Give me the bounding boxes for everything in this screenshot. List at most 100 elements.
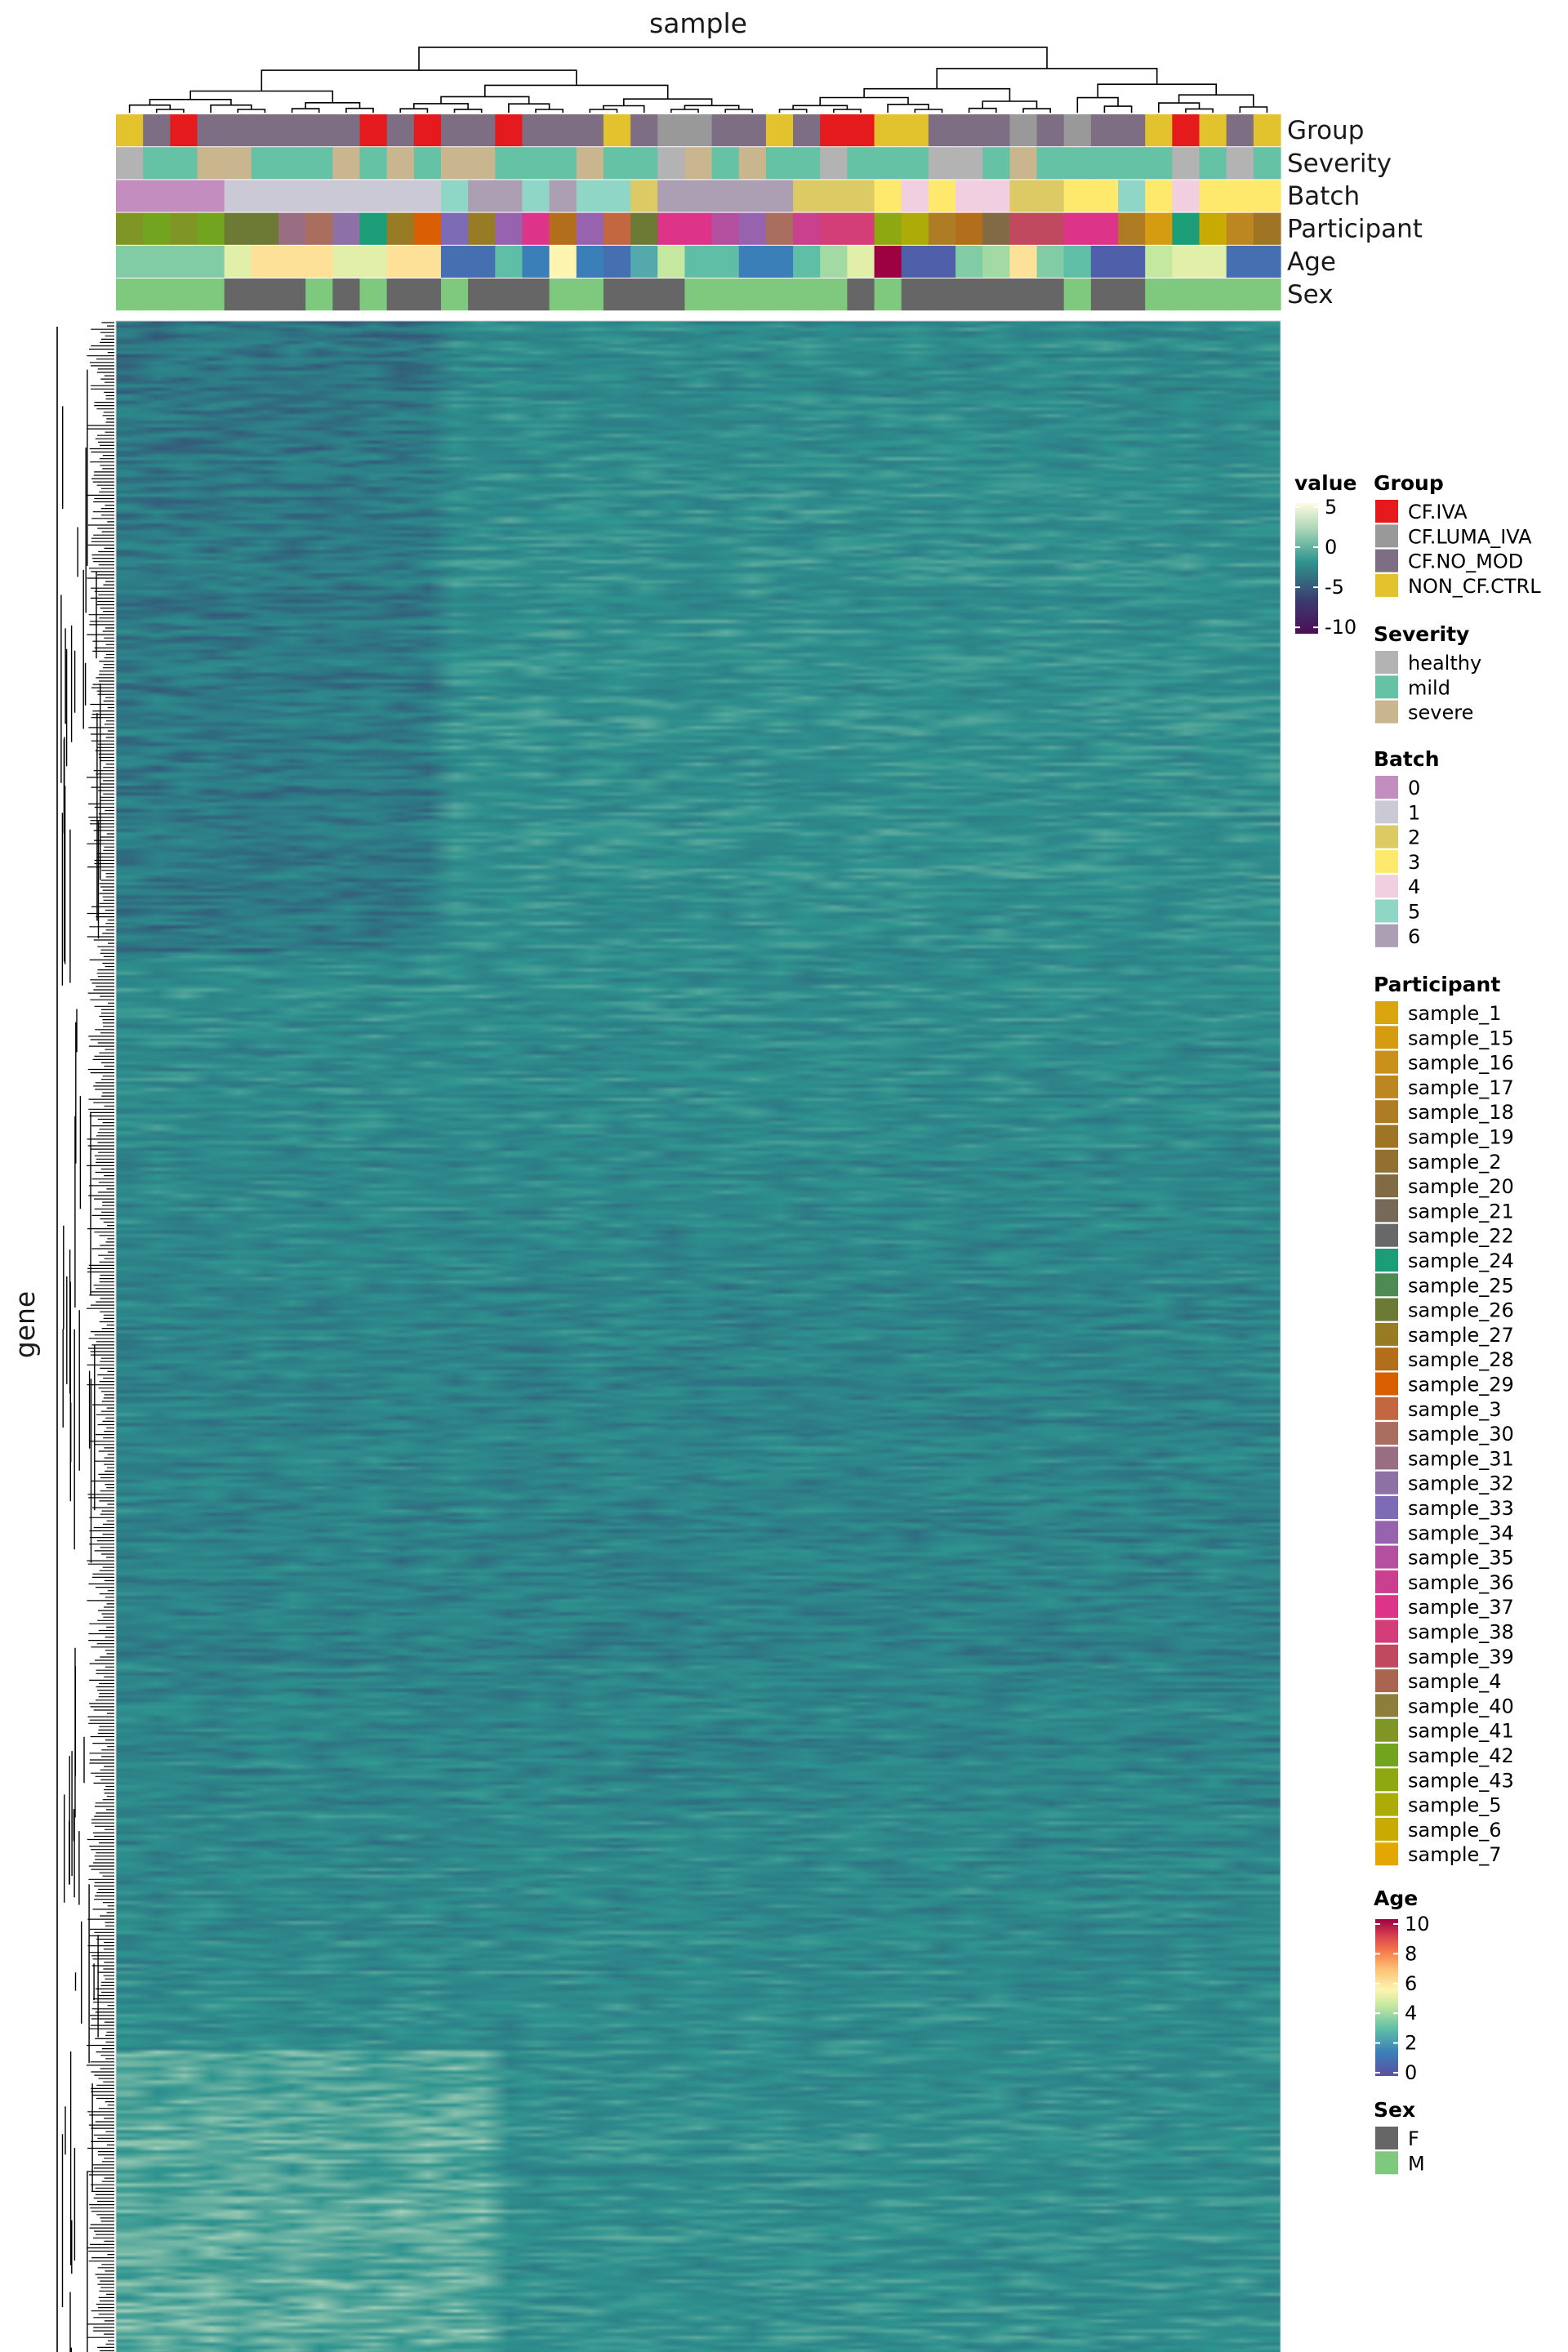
legend-swatch xyxy=(1375,1075,1398,1098)
annotation-cell xyxy=(874,180,902,212)
legend-swatch xyxy=(1375,1322,1398,1346)
annotation-cell xyxy=(197,180,225,212)
dendrogram-branch xyxy=(418,47,1048,71)
annotation-cell xyxy=(1145,114,1173,147)
annotation-cell xyxy=(901,278,929,311)
legend-swatch xyxy=(1375,1125,1398,1148)
legend-label: sample_25 xyxy=(1408,1274,1514,1297)
annotation-cell xyxy=(143,212,171,245)
legend-swatch xyxy=(1375,899,1398,923)
legend-swatch xyxy=(1375,1199,1398,1223)
legend-label: sample_3 xyxy=(1408,1398,1502,1421)
annotation-cell xyxy=(684,212,713,245)
legend-swatch xyxy=(1375,524,1398,548)
legend-label: CF.NO_MOD xyxy=(1408,550,1523,573)
annotation-cell xyxy=(468,180,496,212)
annotation-cell xyxy=(711,245,740,278)
annotation-cell xyxy=(1172,245,1200,278)
annotation-cell xyxy=(386,180,415,212)
legend-label: sample_27 xyxy=(1408,1324,1514,1347)
annotation-cell xyxy=(116,114,144,147)
annotation-cell xyxy=(116,147,144,180)
annotation-cell xyxy=(982,147,1010,180)
legend-swatch xyxy=(1375,1718,1398,1742)
age-legend-title: Age xyxy=(1374,1886,1418,1910)
annotation-cell xyxy=(603,147,631,180)
annotation-cell xyxy=(1036,180,1065,212)
annotation-cell xyxy=(468,245,496,278)
annotation-cell xyxy=(197,114,225,147)
legend-label: sample_5 xyxy=(1408,1794,1502,1817)
legend-label: sample_28 xyxy=(1408,1348,1514,1371)
legend-swatch xyxy=(1375,2151,1398,2175)
annotation-cell xyxy=(847,180,875,212)
annotation-cell xyxy=(413,278,442,311)
annotation-cell xyxy=(928,147,956,180)
tick-label: -10 xyxy=(1325,616,1356,639)
annotation-cell xyxy=(630,180,658,212)
annotation-cell xyxy=(413,114,442,147)
legend-label: sample_24 xyxy=(1408,1250,1514,1272)
legend-title: Severity xyxy=(1374,622,1469,646)
annotation-cell xyxy=(928,245,956,278)
legend-swatch xyxy=(1375,1223,1398,1247)
annotation-cell xyxy=(197,147,225,180)
annotation-cell xyxy=(1253,147,1281,180)
legend-label: sample_35 xyxy=(1408,1547,1514,1570)
annotation-cell xyxy=(170,114,198,147)
annotation-cell xyxy=(305,245,333,278)
annotation-cell xyxy=(738,147,767,180)
annotation-cell xyxy=(1226,147,1254,180)
annotation-cell xyxy=(630,147,658,180)
legend-swatch xyxy=(1375,1149,1398,1173)
annotation-cell xyxy=(1199,245,1227,278)
annotation-cell xyxy=(657,114,686,147)
annotation-cell xyxy=(1172,147,1200,180)
annotation-cell xyxy=(928,212,956,245)
legend-label: 3 xyxy=(1408,851,1420,874)
annotation-cell xyxy=(847,114,875,147)
legend-swatch xyxy=(1375,1521,1398,1544)
annotation-cell xyxy=(305,147,333,180)
annotation-cell xyxy=(576,212,604,245)
legend-label: sample_2 xyxy=(1408,1151,1502,1174)
annotation-cell xyxy=(440,278,469,311)
legend-swatch xyxy=(1375,1644,1398,1668)
legend-label: 1 xyxy=(1408,801,1420,824)
annotation-cell xyxy=(982,278,1010,311)
legend-swatch xyxy=(1375,825,1398,849)
annotation-cell xyxy=(1226,245,1254,278)
legend-swatch xyxy=(1375,1050,1398,1074)
annotation-cell xyxy=(170,212,198,245)
annotation-cell xyxy=(956,245,983,278)
legend-swatch xyxy=(1375,1669,1398,1693)
dendrogram-trunks xyxy=(60,369,101,2352)
legend-label: sample_39 xyxy=(1408,1646,1514,1668)
annotation-cell xyxy=(1145,245,1173,278)
annotation-cell xyxy=(793,114,821,147)
annotation-cell xyxy=(793,180,821,212)
legend-title: Batch xyxy=(1374,747,1440,771)
annotation-cell xyxy=(711,212,740,245)
annotation-cell xyxy=(251,278,279,311)
legend-label: sample_15 xyxy=(1408,1027,1514,1049)
annotation-cell xyxy=(576,245,604,278)
annotation-cell xyxy=(657,278,686,311)
legend-label: sample_40 xyxy=(1408,1695,1514,1717)
age-bar xyxy=(1375,1919,1398,2076)
annotation-cell xyxy=(1145,147,1173,180)
annotation-cell xyxy=(956,180,983,212)
annotation-cell xyxy=(386,147,415,180)
annotation-cell xyxy=(359,180,388,212)
annotation-cell xyxy=(278,147,306,180)
annotation-cell xyxy=(522,147,550,180)
value-scale-title: value xyxy=(1294,471,1357,495)
annotation-cell xyxy=(711,180,740,212)
legend-label: sample_20 xyxy=(1408,1175,1514,1198)
legend-label: sample_43 xyxy=(1408,1769,1514,1792)
annotation-cell xyxy=(630,278,658,311)
tick-label: 6 xyxy=(1405,1972,1417,1995)
legend-swatch xyxy=(1375,1348,1398,1371)
legend-swatch xyxy=(1375,1545,1398,1569)
